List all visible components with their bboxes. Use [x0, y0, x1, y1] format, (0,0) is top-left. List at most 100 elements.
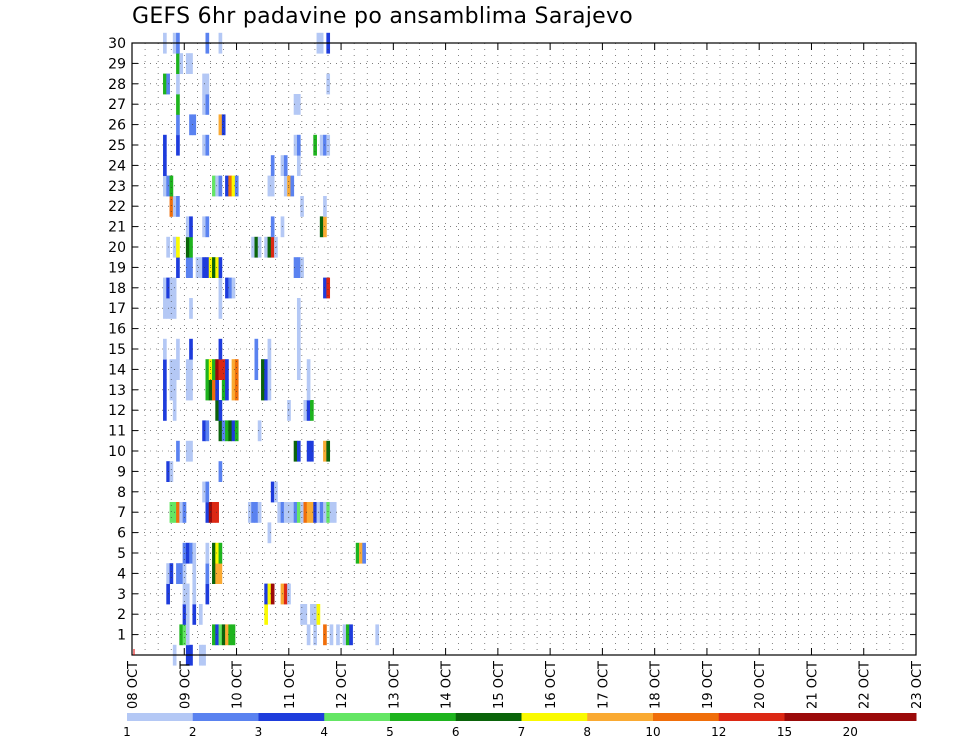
colorbar-label: 3	[255, 725, 263, 739]
heatmap-cell	[176, 134, 180, 156]
heatmap-cell	[212, 542, 216, 564]
heatmap-cell	[189, 114, 193, 136]
heatmap-cell	[303, 502, 308, 523]
y-tick-label: 24	[108, 158, 126, 174]
heatmap-cell	[205, 94, 210, 115]
heatmap-cell	[228, 277, 233, 299]
x-tick-label: 17 OCT	[596, 661, 611, 709]
heatmap-cell	[182, 502, 187, 523]
heatmap-cell	[342, 624, 347, 646]
heatmap-cell	[313, 624, 317, 646]
colorbar-swatch	[455, 713, 522, 721]
heatmap-cell	[355, 542, 360, 564]
heatmap-cell	[163, 338, 167, 360]
heatmap-cell	[345, 624, 350, 646]
heatmap-cell	[205, 502, 210, 523]
x-tick-label: 16 OCT	[544, 661, 559, 709]
heatmap-cell	[225, 624, 229, 646]
heatmap-cell	[264, 604, 268, 625]
heatmap-cell	[212, 359, 216, 380]
heatmap-cell	[221, 624, 226, 646]
x-tick-label: 22 OCT	[858, 661, 873, 709]
colorbar-label: 2	[189, 725, 197, 739]
heatmap-cell	[218, 420, 223, 442]
heatmap-cell	[185, 379, 190, 401]
heatmap-cell	[189, 216, 193, 238]
y-tick-label: 17	[108, 301, 126, 317]
heatmap-cell	[231, 379, 236, 401]
heatmap-cell	[293, 257, 298, 278]
heatmap-cell	[300, 257, 304, 278]
heatmap-cell	[218, 542, 223, 564]
heatmap-cell	[326, 277, 331, 299]
y-tick-label: 21	[108, 220, 126, 236]
heatmap-cell	[293, 440, 298, 462]
heatmap-cell	[313, 502, 317, 523]
colorbar-swatch	[390, 713, 457, 721]
heatmap-cell	[300, 604, 304, 625]
heatmap-cell	[182, 624, 187, 646]
heatmap-cell	[176, 114, 180, 136]
heatmap-cell	[205, 73, 210, 95]
colorbar-label: 10	[645, 725, 660, 739]
heatmap-cell	[176, 94, 180, 115]
heatmap-cell	[267, 236, 272, 258]
heatmap-cell	[221, 420, 226, 442]
x-tick-label: 23 OCT	[910, 661, 925, 709]
heatmap-cell	[205, 134, 210, 156]
colorbar-swatch	[258, 713, 325, 721]
heatmap-cell	[270, 155, 275, 176]
heatmap-cell	[306, 440, 311, 462]
heatmap-cell	[169, 379, 174, 401]
heatmap-cell	[283, 155, 288, 176]
heatmap-cell	[205, 583, 210, 605]
heatmap-cell	[212, 175, 216, 197]
heatmap-cell	[212, 502, 216, 523]
heatmap-cell	[306, 379, 311, 401]
heatmap-cell	[257, 236, 262, 258]
heatmap-cell	[185, 53, 190, 74]
heatmap-cell	[169, 563, 174, 584]
y-tick-label: 16	[108, 322, 126, 338]
heatmap-cell	[218, 257, 223, 278]
x-tick-label: 18 OCT	[649, 661, 664, 709]
heatmap-cell	[296, 338, 301, 360]
heatmap-cell	[319, 216, 324, 238]
heatmap-cell	[169, 175, 174, 197]
colorbar-swatch	[587, 713, 654, 721]
heatmap-cell	[267, 175, 272, 197]
heatmap-cell	[185, 624, 190, 646]
heatmap-cell	[215, 257, 219, 278]
colorbar-swatch	[192, 713, 259, 721]
heatmap-cell	[300, 196, 304, 217]
heatmap-cell	[179, 53, 184, 74]
colorbar-swatch	[784, 713, 851, 721]
colorbar-label: 7	[518, 725, 526, 739]
heatmap-cell	[296, 502, 301, 523]
heatmap-cell	[225, 175, 229, 197]
heatmap-cell	[218, 563, 223, 584]
heatmap-cell	[179, 624, 184, 646]
heatmap-cell	[247, 502, 252, 523]
heatmap-cell	[215, 624, 219, 646]
heatmap-cell	[218, 338, 223, 360]
heatmap-cell	[163, 155, 167, 176]
heatmap-cell	[234, 379, 239, 401]
heatmap-cell	[296, 359, 301, 380]
heatmap-cell	[215, 400, 219, 421]
colorbar-swatch	[850, 713, 917, 721]
heatmap-cell	[189, 542, 193, 564]
y-tick-label: 14	[108, 362, 126, 378]
heatmap-cell	[296, 94, 301, 115]
grid-layer	[132, 42, 916, 655]
heatmap-cell	[254, 502, 259, 523]
heatmap-cell	[182, 563, 187, 584]
y-tick-label: 25	[108, 138, 126, 154]
heatmap-cell	[293, 94, 298, 115]
colorbar-swatch	[324, 713, 391, 721]
heatmap-cell	[212, 563, 216, 584]
x-axis: 08 OCT 09 OCT 10 OCT 11 OCT 12 OCT 13 OCT 14 O…	[126, 43, 925, 709]
heatmap-cell	[169, 359, 174, 380]
heatmap-cell	[264, 379, 268, 401]
heatmap-cell	[225, 359, 229, 380]
